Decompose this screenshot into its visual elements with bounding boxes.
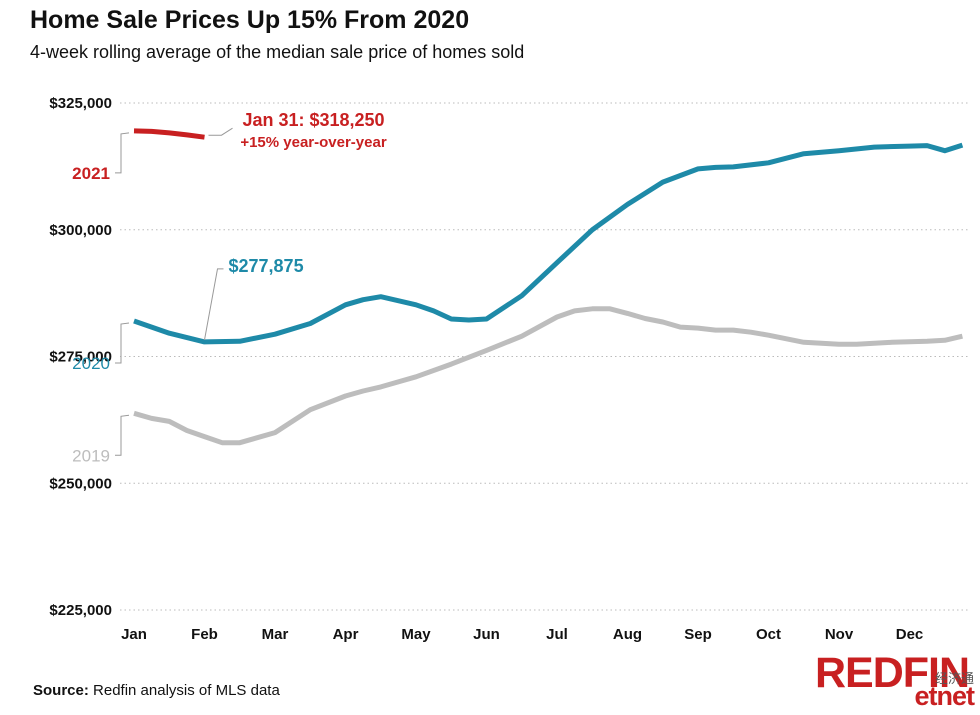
annotations: Jan 31: $318,250 +15% year-over-year $277,… — [204, 110, 387, 341]
source-label: Source: — [33, 682, 89, 699]
x-tick-label: Jan — [121, 626, 147, 643]
series-label-leader — [115, 322, 130, 364]
watermark-en-text: etnet — [914, 681, 975, 711]
annotation-leader-2021 — [208, 127, 233, 136]
x-tick-label: Apr — [333, 626, 359, 643]
leader-lines — [115, 132, 130, 456]
y-tick-label: $300,000 — [49, 222, 112, 239]
source-text: Redfin analysis of MLS data — [93, 682, 280, 699]
series-line-2019 — [133, 306, 963, 446]
x-tick-label: Sep — [684, 626, 712, 643]
x-tick-label: Feb — [191, 626, 218, 643]
series-label-leader — [115, 414, 130, 456]
y-axis-ticks: $225,000 $250,000 $275,000 $300,000 $325,000 — [49, 95, 112, 619]
x-axis-ticks: Jan Feb Mar Apr May Jun Jul Aug Sep Oct Nov Dec — [121, 626, 923, 643]
x-tick-label: Mar — [262, 626, 289, 643]
x-tick-label: Dec — [896, 626, 924, 643]
annotation-2021-value: Jan 31: $318,250 — [242, 110, 384, 130]
x-tick-label: Jul — [546, 626, 568, 643]
y-tick-label: $225,000 — [49, 602, 112, 619]
y-tick-label: $275,000 — [49, 349, 112, 366]
annotation-2020-value: $277,875 — [229, 256, 304, 276]
gridlines — [120, 102, 968, 611]
watermark-cn-text: 经济通 — [934, 672, 974, 687]
series-labels: 2019 2020 2021 — [72, 164, 110, 465]
series-label-leader — [115, 132, 130, 174]
x-tick-label: Nov — [825, 626, 854, 643]
etnet-watermark: 经济通 etnet — [914, 668, 976, 714]
x-tick-label: May — [401, 626, 431, 643]
series-lines — [133, 128, 964, 446]
redfin-logo: REDFIN — [815, 649, 970, 697]
y-tick-label: $325,000 — [49, 95, 112, 112]
x-tick-label: Aug — [613, 626, 642, 643]
annotation-leader-2020 — [204, 268, 224, 341]
x-tick-label: Jun — [473, 626, 500, 643]
annotation-2021-yoy: +15% year-over-year — [240, 134, 387, 151]
chart-subtitle: 4-week rolling average of the median sal… — [30, 42, 525, 62]
source-note: Source: Redfin analysis of MLS data — [33, 682, 280, 699]
series-label-2021: 2021 — [72, 164, 110, 183]
series-label-2020: 2020 — [72, 354, 110, 373]
x-tick-label: Oct — [756, 626, 781, 643]
series-line-2021 — [133, 128, 205, 140]
series-label-2019: 2019 — [72, 446, 110, 465]
y-tick-label: $250,000 — [49, 475, 112, 492]
chart-title: Home Sale Prices Up 15% From 2020 — [30, 6, 470, 34]
series-line-2020 — [133, 142, 964, 345]
